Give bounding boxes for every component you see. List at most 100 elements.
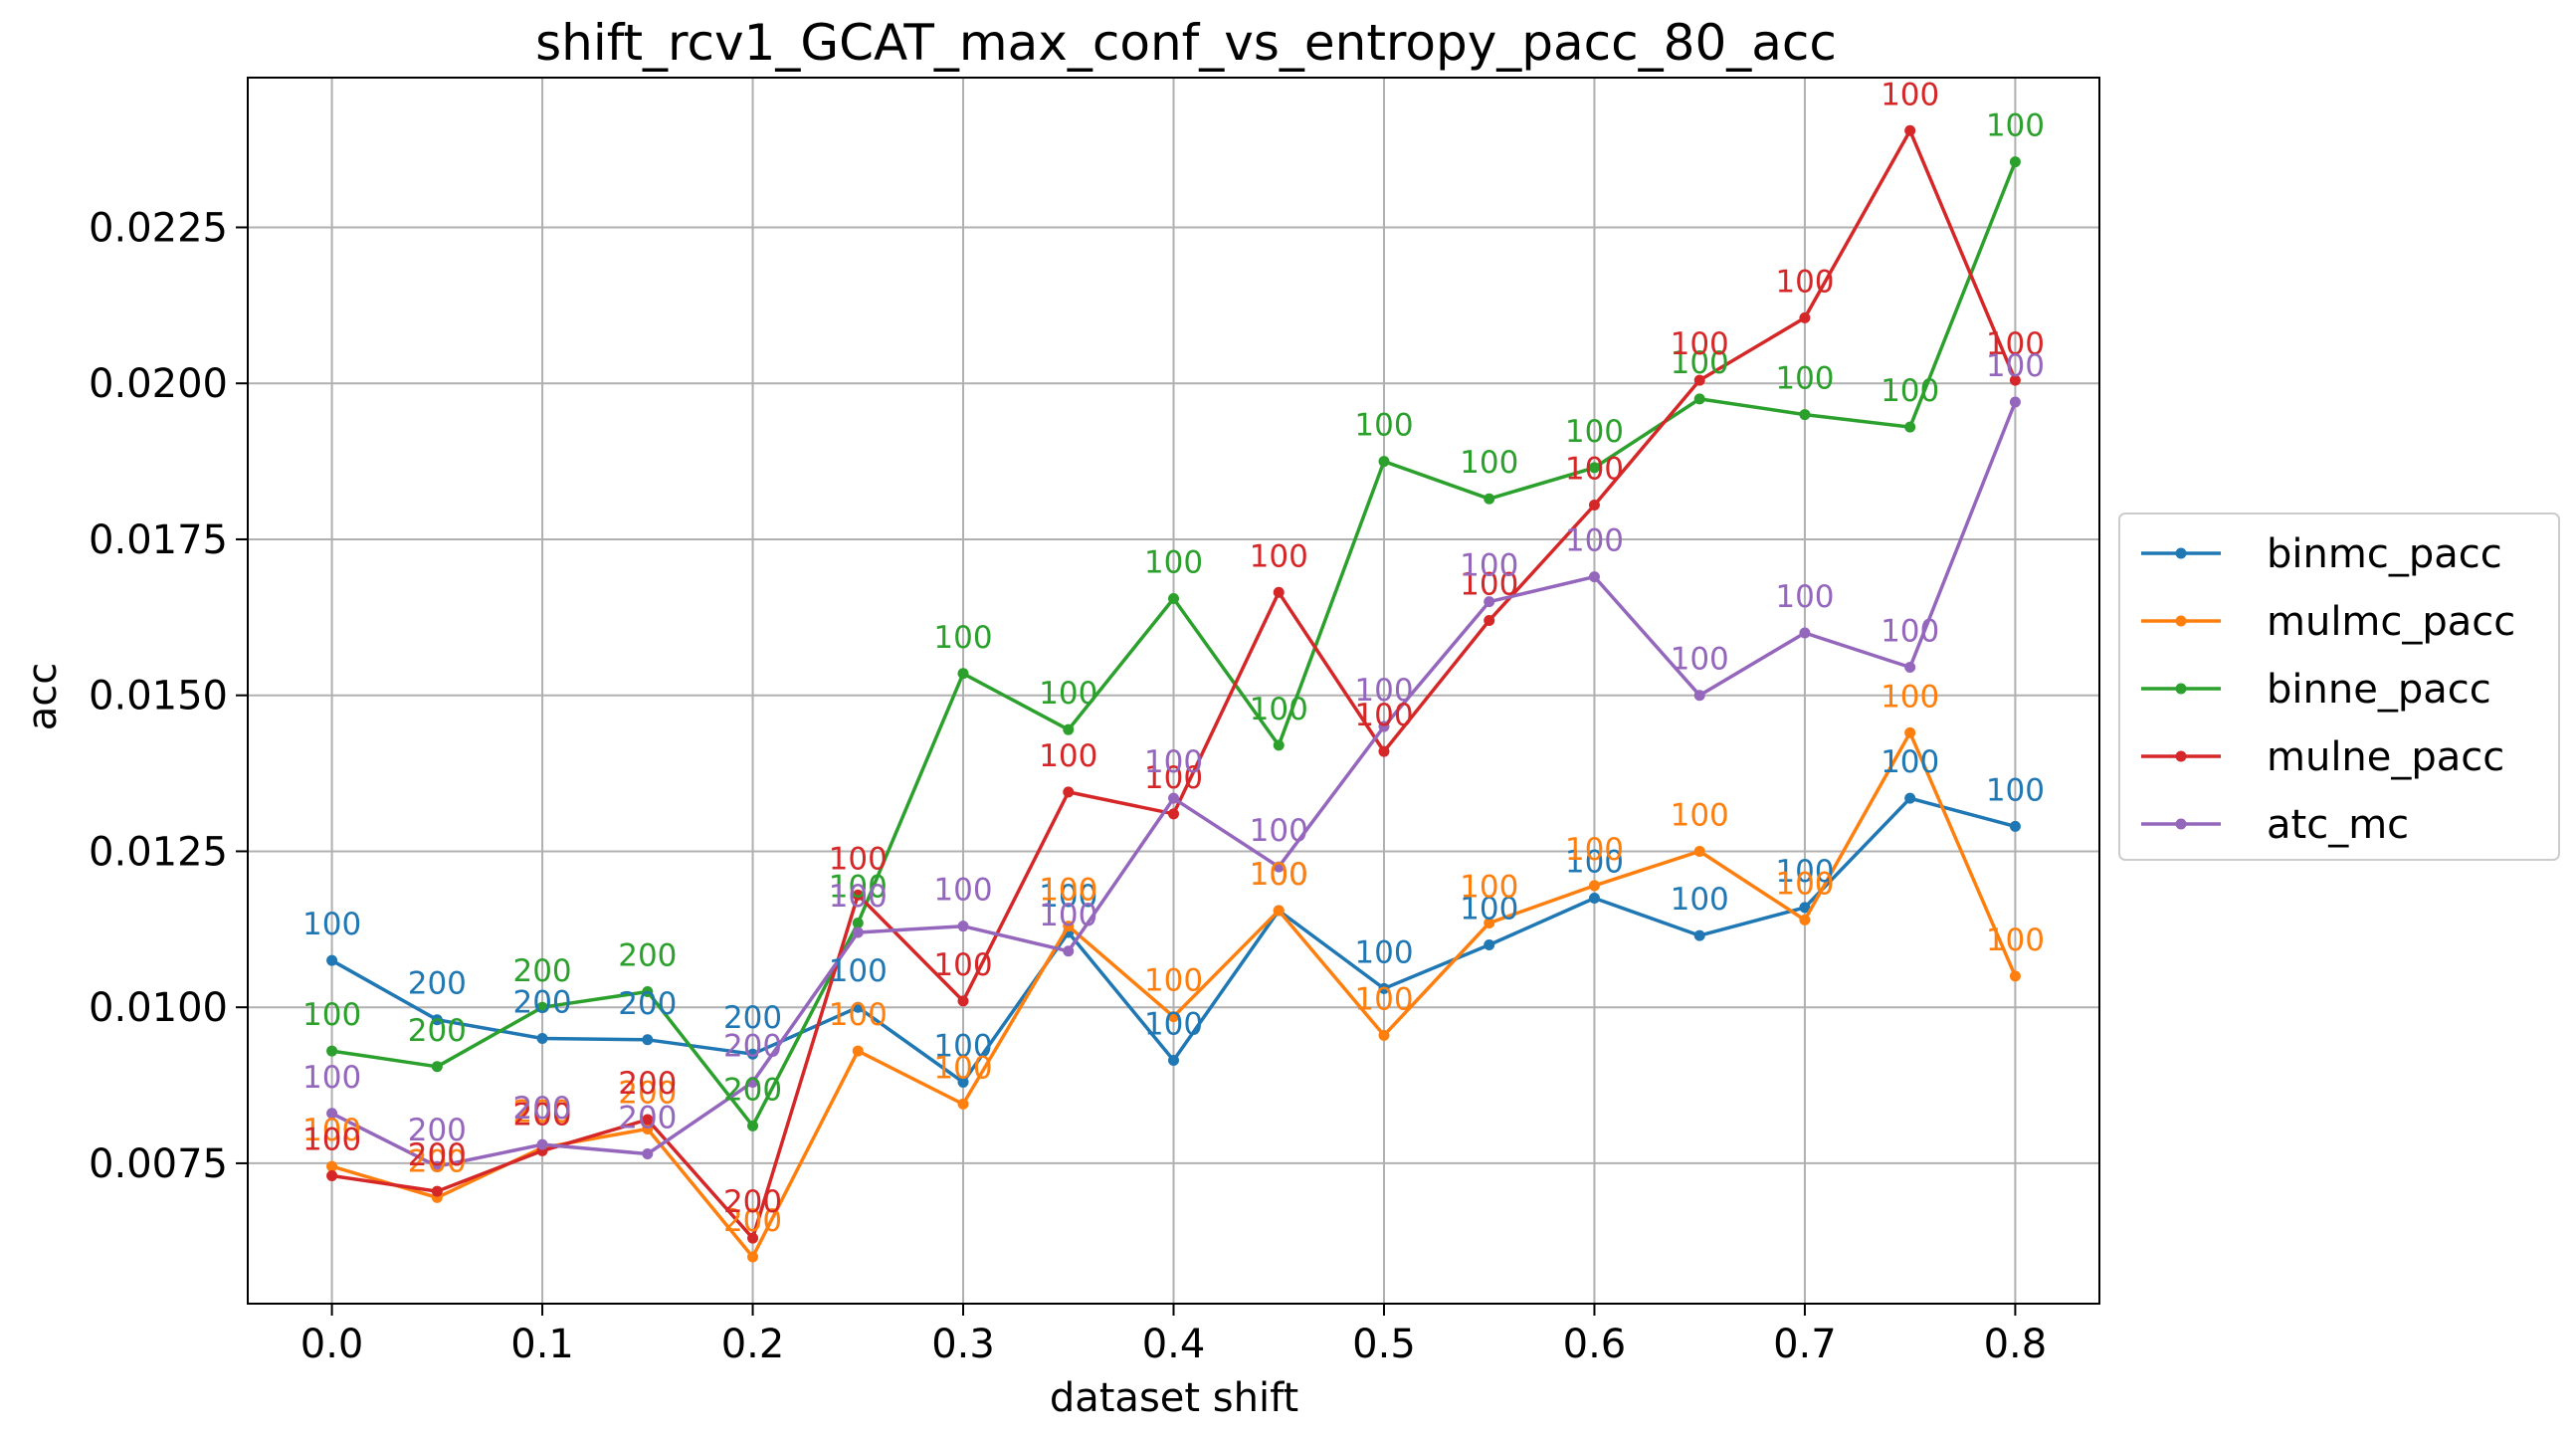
x-tick-label: 0.5 [1352,1322,1416,1367]
data-label: 200 [512,953,571,989]
data-point [853,926,864,937]
data-label: 200 [512,985,571,1021]
legend-label: binmc_pacc [2267,531,2502,577]
data-label: 100 [302,1060,361,1096]
data-label: 100 [933,873,992,909]
data-label: 100 [1775,264,1834,300]
data-label: 100 [1881,373,1939,409]
legend-swatch-marker [2176,548,2187,559]
data-label: 100 [1460,870,1518,906]
x-tick-label: 0.1 [510,1322,574,1367]
data-point [2010,970,2021,981]
data-label: 100 [1565,523,1624,559]
data-label: 100 [1354,934,1413,970]
legend: binmc_paccmulmc_paccbinne_paccmulne_pacc… [2119,514,2559,860]
data-label: 100 [1986,772,2045,808]
data-label: 100 [1354,673,1413,709]
data-point [1168,808,1179,819]
data-point [1694,846,1705,857]
data-label: 100 [1144,744,1203,780]
data-point [642,1034,653,1045]
data-label: 200 [618,938,677,974]
legend-swatch-marker [2176,616,2187,627]
data-point [1904,727,1915,738]
data-point [1904,793,1915,804]
x-tick-label: 0.0 [300,1322,364,1367]
data-label: 200 [512,1091,571,1127]
data-label: 100 [829,879,888,915]
data-point [1168,593,1179,604]
data-label: 100 [1460,445,1518,481]
data-label: 100 [302,1122,361,1157]
data-point [326,1046,337,1057]
data-label: 100 [1039,898,1097,933]
x-tick-label: 0.4 [1142,1322,1206,1367]
data-point [1589,880,1600,891]
data-point [958,995,969,1006]
data-label: 200 [723,1028,782,1064]
data-point [326,955,337,966]
data-point [1589,893,1600,904]
x-tick-label: 0.6 [1563,1322,1627,1367]
data-label: 100 [302,907,361,942]
data-point [537,1033,548,1044]
data-point [1484,615,1494,626]
data-label: 100 [829,953,888,989]
data-point [1589,500,1600,511]
data-point [326,1161,337,1172]
data-label: 100 [1144,1006,1203,1042]
data-label: 100 [1039,676,1097,712]
data-point [1063,945,1074,956]
data-point [1799,915,1810,925]
y-axis-title: acc [20,663,66,731]
data-point [853,1046,864,1057]
data-point [1484,494,1494,505]
data-label: 100 [1881,77,1939,112]
data-point [2010,156,2021,167]
data-point [432,1061,443,1072]
data-label: 100 [1144,545,1203,581]
data-point [326,1170,337,1181]
data-label: 100 [1250,813,1308,849]
data-point [1484,939,1494,950]
data-label: 100 [1986,348,2045,384]
data-label: 100 [1986,108,2045,144]
data-label: 100 [1775,579,1834,615]
y-tick-label: 0.0175 [89,517,228,563]
legend-swatch-marker [2176,751,2187,762]
data-point [1799,628,1810,639]
data-label: 100 [1671,882,1729,918]
data-point [1378,456,1389,467]
data-label: 100 [1671,642,1729,678]
y-tick-label: 0.0075 [89,1141,228,1187]
data-label: 100 [933,1050,992,1086]
data-label: 100 [1565,451,1624,487]
data-label: 100 [1250,538,1308,574]
data-label: 100 [1986,923,2045,958]
y-tick-label: 0.0100 [89,985,228,1031]
data-label: 100 [1354,408,1413,444]
data-point [1378,746,1389,757]
data-point [958,1099,969,1110]
data-label: 100 [1775,361,1834,397]
data-label: 100 [933,947,992,983]
legend-label: mulmc_pacc [2267,599,2515,645]
data-label: 200 [618,1101,677,1136]
data-label: 200 [408,1013,467,1049]
data-point [2010,397,2021,408]
data-point [1799,409,1810,420]
data-point [1378,1030,1389,1041]
data-point [1694,690,1705,701]
data-label: 200 [408,966,467,1002]
data-point [1063,724,1074,735]
y-tick-label: 0.0200 [89,361,228,407]
data-label: 100 [829,841,888,877]
chart-title: shift_rcv1_GCAT_max_conf_vs_entropy_pacc… [535,14,1837,72]
data-label: 100 [933,620,992,656]
data-point [1274,739,1285,750]
data-point [642,1148,653,1159]
data-label: 100 [1460,548,1518,584]
data-point [747,1121,758,1131]
data-label: 100 [1565,832,1624,868]
data-label: 100 [1881,613,1939,649]
